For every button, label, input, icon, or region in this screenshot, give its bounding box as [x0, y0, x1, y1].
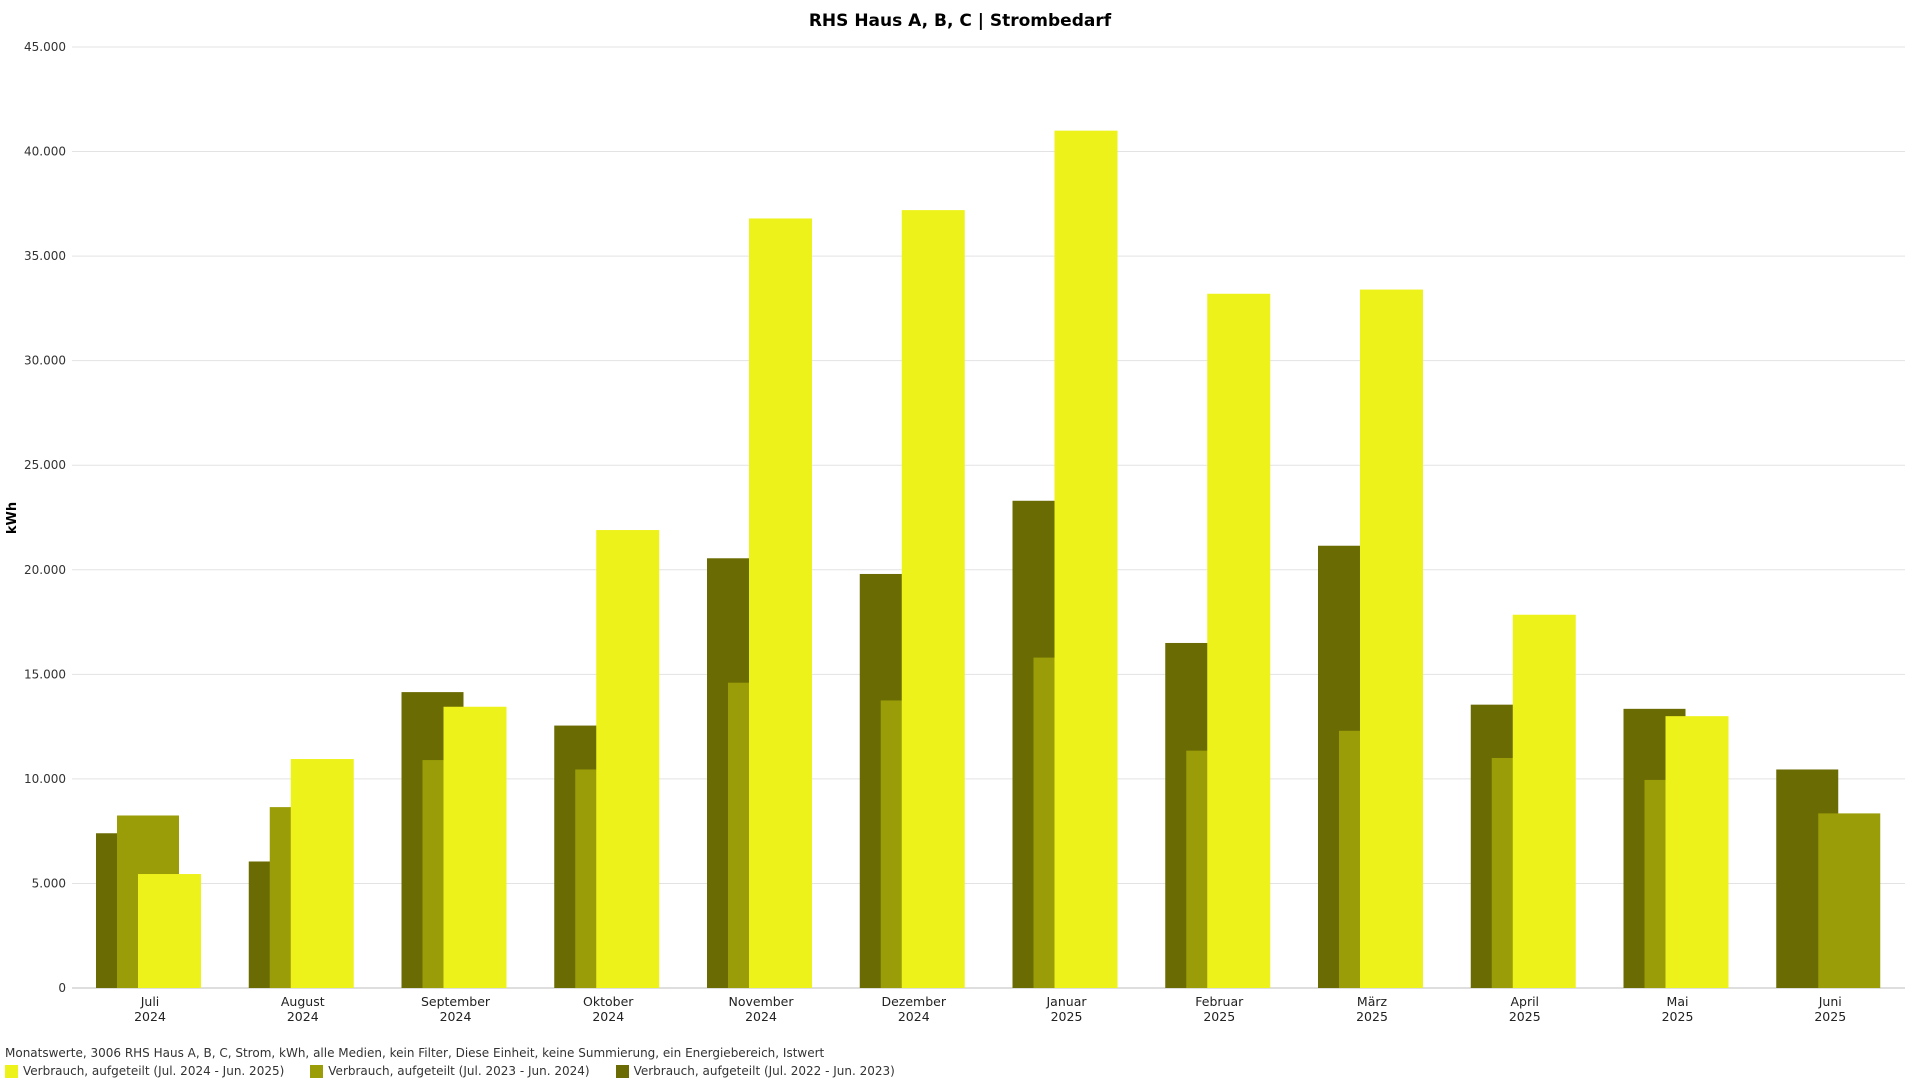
legend-swatch — [615, 1064, 629, 1078]
x-tick-label: September 2024 — [421, 994, 491, 1024]
legend-item-2024-2025[interactable]: Verbrauch, aufgeteilt (Jul. 2024 - Jun. … — [5, 1064, 284, 1078]
legend: Verbrauch, aufgeteilt (Jul. 2024 - Jun. … — [5, 1064, 895, 1078]
chart-description: Monatswerte, 3006 RHS Haus A, B, C, Stro… — [5, 1046, 825, 1060]
y-tick-label: 40.000 — [24, 145, 66, 159]
bar-2024-2025[interactable] — [901, 210, 965, 988]
bar-2024-2025[interactable] — [1665, 716, 1729, 988]
legend-label: Verbrauch, aufgeteilt (Jul. 2022 - Jun. … — [633, 1064, 895, 1078]
x-tick-label: Dezember 2024 — [881, 994, 946, 1024]
gridlines — [72, 46, 1905, 989]
y-tick-label: 20.000 — [24, 563, 66, 577]
y-tick-label: 25.000 — [24, 458, 66, 472]
chart-title: RHS Haus A, B, C | Strombedarf — [809, 11, 1112, 31]
x-tick-label: Juni 2025 — [1814, 994, 1846, 1024]
x-axis-ticks: Juli 2024 August 2024 September 2024 Oktober 20… — [134, 994, 1846, 1024]
legend-label: Verbrauch, aufgeteilt (Jul. 2023 - Jun. … — [328, 1064, 590, 1078]
x-tick-label: Mai 2025 — [1662, 994, 1694, 1024]
x-tick-label: Februar 2025 — [1195, 994, 1244, 1024]
bar-2024-2025[interactable] — [138, 874, 201, 988]
y-tick-label: 5.000 — [32, 876, 66, 890]
x-tick-label: April 2025 — [1509, 994, 1541, 1024]
x-tick-label: August 2024 — [281, 994, 325, 1024]
x-tick-label: März 2025 — [1356, 994, 1388, 1024]
bar-2024-2025[interactable] — [1054, 130, 1118, 989]
bar-2024-2025[interactable] — [1207, 293, 1271, 988]
bar-2024-2025[interactable] — [290, 759, 354, 988]
bar-2024-2025[interactable] — [749, 218, 812, 988]
bars — [96, 130, 1881, 989]
y-axis-label: kWh — [5, 502, 20, 534]
legend-item-2022-2023[interactable]: Verbrauch, aufgeteilt (Jul. 2022 - Jun. … — [615, 1064, 895, 1078]
y-tick-label: 15.000 — [24, 667, 66, 681]
legend-item-2023-2024[interactable]: Verbrauch, aufgeteilt (Jul. 2023 - Jun. … — [310, 1064, 590, 1078]
bar-2024-2025[interactable] — [1360, 289, 1423, 989]
y-tick-label: 10.000 — [24, 772, 66, 786]
y-axis-ticks: 0 5.000 10.000 15.000 20.000 25.000 30.000 35.0… — [24, 40, 66, 995]
bar-2024-2025[interactable] — [443, 706, 507, 988]
y-tick-label: 0 — [58, 981, 66, 995]
bar-2024-2025[interactable] — [1512, 614, 1576, 988]
legend-swatch — [5, 1064, 18, 1078]
y-tick-label: 45.000 — [24, 40, 66, 54]
x-tick-label: Oktober 2024 — [583, 994, 634, 1024]
y-tick-label: 35.000 — [24, 249, 66, 263]
chart: RHS Haus A, B, C | Strombedarf kWh 0 5.00… — [5, 11, 1905, 1024]
legend-swatch — [310, 1064, 324, 1078]
bar-2023-2024[interactable] — [1818, 813, 1881, 988]
x-tick-label: November 2024 — [728, 994, 794, 1024]
bar-2024-2025[interactable] — [596, 530, 660, 988]
legend-label: Verbrauch, aufgeteilt (Jul. 2024 - Jun. … — [23, 1064, 285, 1078]
y-tick-label: 30.000 — [24, 354, 66, 368]
x-tick-label: Januar 2025 — [1046, 994, 1088, 1024]
x-tick-label: Juli 2024 — [134, 994, 166, 1024]
